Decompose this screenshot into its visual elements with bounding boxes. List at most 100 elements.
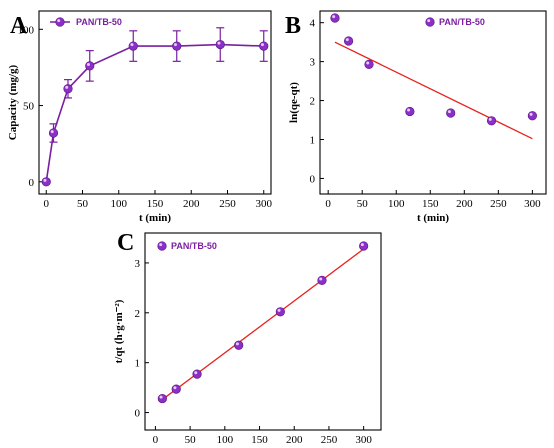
y-tick-label-a: 50	[23, 101, 35, 113]
y-tick-label-a: 0	[29, 177, 35, 189]
data-point-b-highlight	[407, 108, 411, 112]
fit-line-c	[161, 248, 365, 401]
data-point-a	[41, 177, 51, 187]
y-tick-label-b: 1	[310, 134, 316, 146]
legend-label-b: PAN/TB-50	[439, 17, 485, 27]
x-tick-label-b: 0	[325, 198, 331, 210]
panel-b: B 0 50 100 150 200 250 300 0 1 2 3 4 t (min) ln(qe-qt)…	[285, 10, 547, 224]
x-tick-label-a: 0	[44, 198, 50, 210]
data-point-b-highlight	[366, 61, 370, 65]
x-tick-label-b: 250	[490, 198, 507, 210]
data-point-a	[63, 84, 73, 94]
data-point-c-highlight	[319, 277, 323, 281]
legend-marker-b-highlight	[427, 19, 431, 23]
data-point-c	[234, 340, 244, 350]
data-point-a	[48, 128, 59, 138]
data-point-b-highlight	[345, 38, 349, 42]
x-tick-label-b: 150	[422, 198, 439, 210]
x-tick-label-c: 150	[251, 434, 268, 446]
x-tick-label-a: 300	[256, 198, 273, 210]
data-point-a-highlight	[130, 43, 134, 47]
y-tick-label-b: 3	[310, 57, 316, 69]
data-point-b	[343, 36, 354, 46]
x-tick-label-c: 200	[286, 434, 303, 446]
x-axis-label-a: t (min)	[139, 212, 171, 224]
data-point-a-highlight	[173, 43, 177, 47]
data-point-b	[446, 108, 456, 118]
panel-label-a: A	[10, 13, 28, 39]
y-tick-label-c: 1	[135, 358, 141, 370]
panel-label-c: C	[117, 230, 134, 256]
data-point-c-highlight	[360, 243, 364, 247]
series-line-a	[45, 43, 264, 182]
data-point-b	[364, 59, 374, 69]
data-point-c	[157, 393, 167, 404]
x-tick-label-c: 100	[217, 434, 234, 446]
y-tick-label-a: 100	[18, 24, 35, 36]
data-point-c-highlight	[277, 308, 281, 312]
panel-label-b: B	[285, 13, 301, 39]
x-tick-label-a: 50	[77, 198, 89, 210]
x-axis-label-b: t (min)	[417, 212, 449, 224]
y-axis-label-b: ln(qe-qt)	[288, 82, 300, 123]
data-point-c-highlight	[159, 395, 163, 399]
legend-marker-b	[425, 17, 435, 27]
plot-frame-a	[38, 10, 272, 195]
data-point-b	[405, 106, 415, 117]
legend-marker-c-highlight	[159, 243, 163, 247]
x-tick-label-b: 50	[357, 198, 369, 210]
data-point-b-highlight	[488, 117, 492, 121]
data-point-c	[317, 275, 327, 285]
plot-frame-b	[319, 10, 547, 195]
y-tick-label-c: 3	[135, 258, 141, 270]
data-point-a	[172, 41, 182, 51]
data-point-c	[171, 384, 181, 394]
data-point-a-highlight	[65, 85, 69, 89]
x-tick-label-c: 0	[153, 434, 159, 446]
data-point-a-highlight	[260, 43, 264, 47]
y-tick-label-b: 4	[310, 18, 316, 30]
x-tick-label-a: 150	[147, 198, 164, 210]
data-point-a-highlight	[50, 130, 54, 134]
y-axis-label-c: t/qt (h·g·m⁻²)	[113, 299, 125, 363]
x-tick-label-c: 250	[321, 434, 338, 446]
data-point-a-highlight	[217, 41, 221, 45]
x-tick-label-a: 200	[183, 198, 200, 210]
x-tick-label-c: 300	[355, 434, 372, 446]
data-point-b	[486, 116, 497, 126]
legend-marker-c	[157, 241, 167, 251]
y-tick-label-b: 2	[310, 96, 316, 108]
data-point-c	[359, 241, 369, 251]
data-point-a	[128, 41, 138, 51]
data-point-b	[527, 111, 537, 121]
x-tick-label-a: 100	[111, 198, 128, 210]
panel-a: A 0 50 100 150 200 250 300 0 50 100 t (min) Capacity…	[7, 10, 273, 224]
x-tick-label-c: 50	[185, 434, 197, 446]
data-point-a	[85, 61, 95, 71]
x-tick-label-a: 250	[219, 198, 236, 210]
x-tick-label-b: 300	[524, 198, 541, 210]
data-point-c-highlight	[235, 342, 239, 346]
data-point-b	[330, 13, 340, 23]
data-point-a-highlight	[86, 63, 90, 66]
y-tick-label-b: 0	[310, 173, 316, 185]
x-tick-label-b: 100	[388, 198, 405, 210]
plot-frame-c	[144, 232, 382, 431]
data-point-c-highlight	[173, 386, 177, 390]
fit-line-b	[334, 41, 533, 140]
legend-label-a: PAN/TB-50	[76, 17, 122, 27]
data-point-c	[275, 307, 285, 317]
data-point-b-highlight	[447, 110, 451, 114]
x-tick-label-b: 200	[456, 198, 473, 210]
legend-marker-a-highlight	[57, 19, 61, 23]
legend-marker-a	[55, 17, 65, 27]
data-point-c	[192, 369, 202, 379]
data-point-b-highlight	[332, 15, 336, 19]
y-tick-label-c: 2	[135, 308, 141, 320]
legend-label-c: PAN/TB-50	[171, 241, 217, 251]
y-tick-label-c: 0	[135, 408, 141, 420]
data-point-b-highlight	[529, 112, 533, 116]
y-axis-label-a: Capacity (mg/g)	[7, 64, 19, 140]
